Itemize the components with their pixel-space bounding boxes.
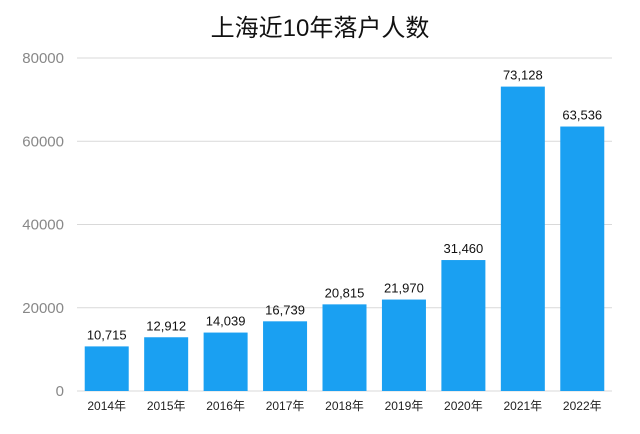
data-label: 31,460 [444, 241, 484, 256]
bar [144, 337, 189, 391]
chart-title: 上海近10年落户人数 [210, 15, 430, 42]
x-tick-label: 2018年 [325, 399, 364, 413]
bar [322, 304, 367, 391]
y-tick-label: 80000 [22, 50, 64, 67]
data-label: 10,715 [87, 327, 127, 342]
bar [441, 260, 486, 391]
x-tick-label: 2021年 [503, 399, 542, 413]
x-tick-label: 2017年 [266, 399, 305, 413]
x-tick-label: 2020年 [444, 399, 483, 413]
bar [381, 299, 426, 391]
x-tick-label: 2019年 [385, 399, 424, 413]
data-label: 12,912 [146, 318, 186, 333]
x-tick-label: 2014年 [87, 399, 126, 413]
y-tick-label: 60000 [22, 133, 64, 150]
bar [84, 346, 129, 391]
data-label: 14,039 [206, 314, 246, 329]
data-label: 73,128 [503, 68, 543, 83]
y-tick-label: 0 [56, 383, 64, 400]
bar [500, 86, 545, 391]
data-label: 21,970 [384, 281, 424, 296]
bar [203, 332, 248, 391]
y-tick-label: 20000 [22, 300, 64, 317]
x-tick-label: 2022年 [563, 399, 602, 413]
data-label: 20,815 [325, 285, 365, 300]
x-tick-label: 2015年 [147, 399, 186, 413]
y-tick-label: 40000 [22, 217, 64, 234]
x-tick-label: 2016年 [206, 399, 245, 413]
bar [263, 321, 308, 391]
bar [560, 126, 605, 391]
data-label: 63,536 [562, 108, 602, 123]
data-label: 16,739 [265, 302, 305, 317]
